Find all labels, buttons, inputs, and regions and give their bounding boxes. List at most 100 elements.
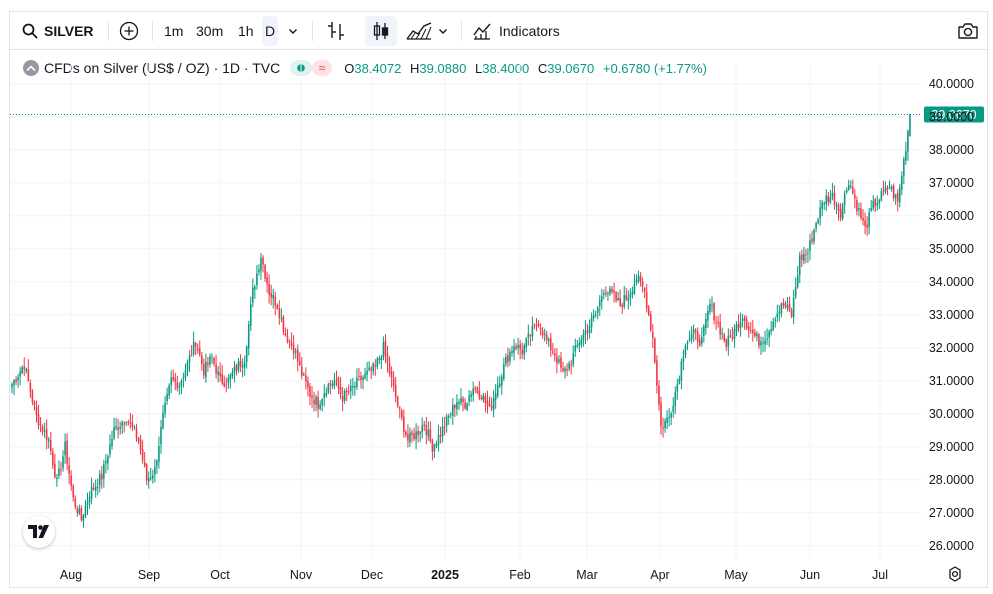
candle xyxy=(682,349,685,370)
symbol-search-button[interactable]: SILVER xyxy=(22,12,94,50)
candle xyxy=(886,185,889,196)
chart-style-dropdown[interactable] xyxy=(437,12,449,50)
candle xyxy=(872,194,875,211)
price-chart[interactable]: 39.0670 40.0000 39.0000 38.0000 37.0000 36.0… xyxy=(10,12,987,587)
candle xyxy=(776,304,779,323)
candle xyxy=(862,209,864,226)
market-status-badge[interactable]: ≈ xyxy=(290,60,333,76)
candle xyxy=(664,418,666,433)
candle xyxy=(21,365,24,375)
candle xyxy=(535,318,538,332)
snapshot-button[interactable] xyxy=(957,12,979,50)
candle xyxy=(807,248,809,263)
candle xyxy=(462,396,464,412)
x-tick-label: Dec xyxy=(361,568,383,582)
candle xyxy=(592,309,595,322)
candle xyxy=(258,264,260,276)
candle xyxy=(798,251,801,284)
candle xyxy=(160,419,162,454)
candle xyxy=(764,330,766,352)
candle xyxy=(464,397,466,410)
candle xyxy=(166,387,168,405)
x-tick-label: Oct xyxy=(210,568,230,582)
candle xyxy=(711,296,713,313)
candle xyxy=(115,417,117,431)
change-value: +0.6780 (+1.77%) xyxy=(602,60,707,76)
candle xyxy=(86,492,89,515)
top-toolbar: SILVER 1m 30m 1h D xyxy=(10,12,987,50)
candle xyxy=(92,482,95,491)
candle xyxy=(241,358,244,378)
candle xyxy=(141,440,144,464)
candle xyxy=(847,179,850,191)
candle xyxy=(613,282,615,303)
interval-dropdown[interactable] xyxy=(287,12,299,50)
candle xyxy=(437,424,440,452)
candle xyxy=(652,323,654,348)
candle xyxy=(149,467,152,481)
candle xyxy=(849,180,852,190)
candle xyxy=(860,202,862,221)
candle xyxy=(727,328,730,356)
y-tick-label: 38.0000 xyxy=(929,143,974,157)
candle xyxy=(154,458,156,483)
tradingview-logo[interactable] xyxy=(23,516,55,548)
interval-30m[interactable]: 30m xyxy=(196,23,224,39)
candle xyxy=(611,285,613,295)
candle xyxy=(527,324,530,346)
candle xyxy=(156,458,158,474)
close-value: 39.0670 xyxy=(547,60,595,76)
candle xyxy=(641,277,644,293)
interval-d[interactable]: D xyxy=(262,16,279,46)
candle xyxy=(66,433,68,470)
area-style-button[interactable] xyxy=(406,12,432,50)
candle xyxy=(90,477,93,505)
y-tick-label: 31.0000 xyxy=(929,374,974,388)
candle xyxy=(362,375,364,390)
y-tick-label: 39.0000 xyxy=(929,110,974,124)
candle-style-button[interactable] xyxy=(365,16,397,46)
series-legend: CFDs on Silver (US$ / OZ) · 1D · TVC ≈ O… xyxy=(22,58,707,78)
candle xyxy=(94,479,97,498)
bar-style-button[interactable] xyxy=(326,12,346,50)
candle xyxy=(331,380,334,389)
interval-1m[interactable]: 1m xyxy=(164,23,184,39)
candle xyxy=(103,459,105,488)
candle xyxy=(205,353,207,383)
candle xyxy=(162,404,164,430)
candle xyxy=(841,202,844,221)
bar-style-icon xyxy=(328,22,344,40)
toolbar-divider xyxy=(312,21,313,41)
candle xyxy=(317,390,319,418)
candle xyxy=(433,443,436,459)
candle xyxy=(31,389,34,406)
collapse-legend-icon[interactable] xyxy=(22,59,40,77)
candle xyxy=(170,370,172,394)
candle xyxy=(672,397,675,418)
candle xyxy=(409,427,411,447)
candle xyxy=(572,345,575,368)
candle xyxy=(64,433,66,464)
candle xyxy=(352,377,354,396)
candle xyxy=(107,454,109,471)
candle xyxy=(394,376,397,403)
compare-symbol-button[interactable] xyxy=(119,12,139,50)
interval-1h[interactable]: 1h xyxy=(238,23,254,39)
candle xyxy=(594,310,597,318)
indicators-button[interactable]: Indicators xyxy=(472,12,560,50)
candle xyxy=(298,352,301,367)
series-title: CFDs on Silver (US$ / OZ) · 1D · TVC xyxy=(44,60,281,76)
chart-settings-button[interactable] xyxy=(946,565,964,583)
indicators-label: Indicators xyxy=(499,23,560,39)
candle xyxy=(498,375,501,389)
candle xyxy=(13,378,15,396)
candle xyxy=(329,379,332,395)
candle xyxy=(554,348,556,362)
candle xyxy=(343,388,346,404)
candle xyxy=(909,113,911,137)
candle xyxy=(888,180,891,190)
candle xyxy=(621,302,624,314)
candle xyxy=(876,195,879,211)
candle xyxy=(439,426,442,444)
candle xyxy=(574,338,577,357)
